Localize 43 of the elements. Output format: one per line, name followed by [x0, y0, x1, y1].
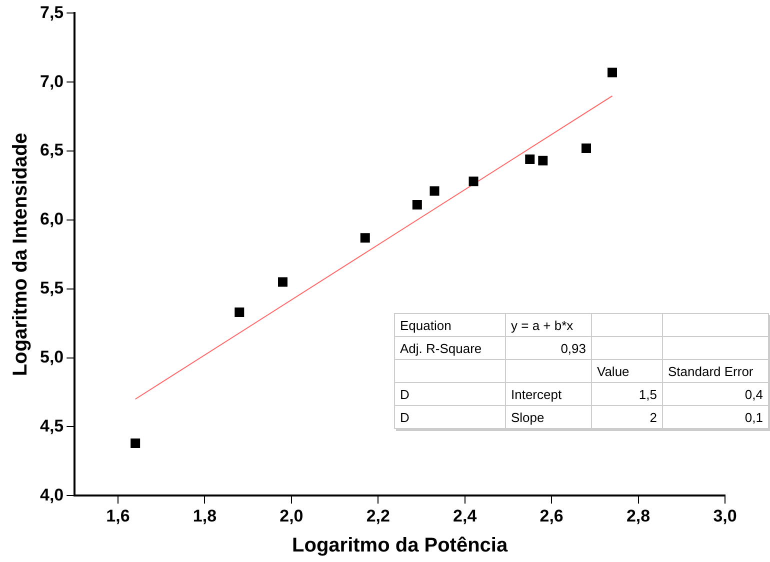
point [608, 68, 618, 78]
y-tick-label: 4,5 [40, 416, 64, 436]
point [582, 144, 591, 154]
text: 0,1 [662, 406, 768, 428]
x-tick-label: 3,0 [713, 506, 737, 526]
x-tick-label: 2,6 [540, 506, 564, 526]
point [278, 277, 288, 287]
x-tick-label: 1,6 [106, 506, 130, 526]
x-tick-label: 1,8 [192, 506, 217, 526]
y-tick-label: 6,5 [40, 140, 64, 160]
annotation: y = a + b*x [506, 314, 592, 336]
annotation: Standard Error [662, 360, 768, 382]
y-tick-label: 5,5 [40, 278, 64, 298]
y-axis-title: Logaritmo da Intensidade [10, 132, 32, 376]
annotation: 1,5 [592, 382, 662, 406]
x-tick-label: 2,4 [453, 506, 478, 526]
annotation: Adj. R-Square [394, 336, 506, 360]
x-tick-label: 2,8 [626, 506, 650, 526]
point [130, 438, 140, 448]
annotation: 0,93 [506, 336, 592, 360]
annotation: D [394, 382, 506, 406]
annotation: D [394, 406, 506, 428]
y-tick-label: 6,0 [40, 210, 64, 229]
annotation: Intercept [506, 382, 592, 406]
point [538, 156, 548, 166]
x-tick-label: 2,2 [366, 506, 390, 526]
y-tick-label: 4,0 [40, 485, 64, 504]
point [360, 233, 370, 243]
annotation: Slope [506, 406, 592, 428]
annotation: Equation [394, 314, 506, 336]
annotation: 2 [592, 406, 662, 428]
annotation: Value [592, 360, 662, 382]
y-tick-label: 5,0 [40, 347, 64, 366]
y-tick-label: 7,0 [40, 72, 64, 91]
point [525, 154, 535, 164]
x-tick-label: 2,0 [280, 506, 304, 526]
text: 0,4 [662, 382, 768, 406]
point [430, 186, 440, 196]
point [234, 308, 244, 318]
y-tick-label: 7,5 [40, 2, 64, 22]
point [468, 176, 478, 186]
point [412, 200, 422, 210]
x-axis-title: Logaritmo da Potência [292, 534, 508, 557]
